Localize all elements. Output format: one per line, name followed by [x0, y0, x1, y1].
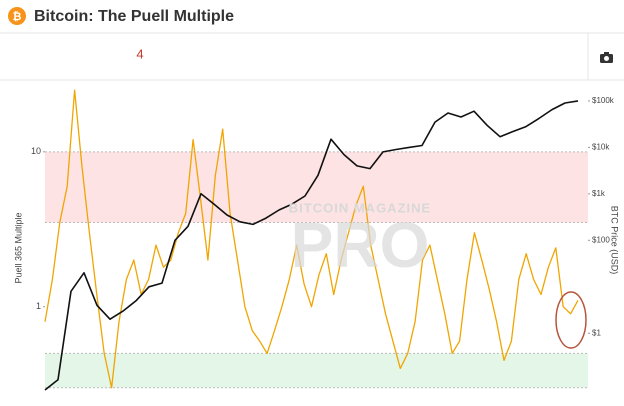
bitcoin-icon — [8, 7, 26, 25]
y-axis-title: Puell 365 Multiple — [13, 212, 23, 283]
plot-area: 1 10 $100k $10k $1k $100 $1 — [31, 89, 615, 391]
camera-button[interactable] — [600, 52, 613, 63]
y2-tick-label: $100k — [592, 96, 615, 105]
watermark-top: BITCOIN MAGAZINE — [289, 200, 431, 215]
y2-tick-label: $10k — [592, 142, 610, 151]
highlight-circle — [555, 291, 587, 349]
camera-top — [604, 52, 609, 55]
y-tick-label: 1 — [36, 301, 41, 311]
series-line — [44, 100, 579, 391]
annotation: 4 — [136, 46, 143, 61]
y2-tick-label: $1 — [592, 328, 601, 337]
y2-tick-label: $1k — [592, 189, 606, 198]
watermark-main: PRO — [291, 209, 430, 281]
y-tick-label: 10 — [31, 146, 41, 156]
page-title: Bitcoin: The Puell Multiple — [34, 8, 234, 25]
zone-band — [45, 151, 588, 223]
y2-axis-title: BTC Price (USD) — [610, 206, 620, 275]
series-line — [44, 89, 579, 389]
y2-tick-label: $100 — [592, 235, 610, 244]
bitcoin-symbol: ₿ — [13, 11, 22, 23]
camera-lens — [604, 56, 609, 61]
zone-band — [45, 353, 588, 388]
